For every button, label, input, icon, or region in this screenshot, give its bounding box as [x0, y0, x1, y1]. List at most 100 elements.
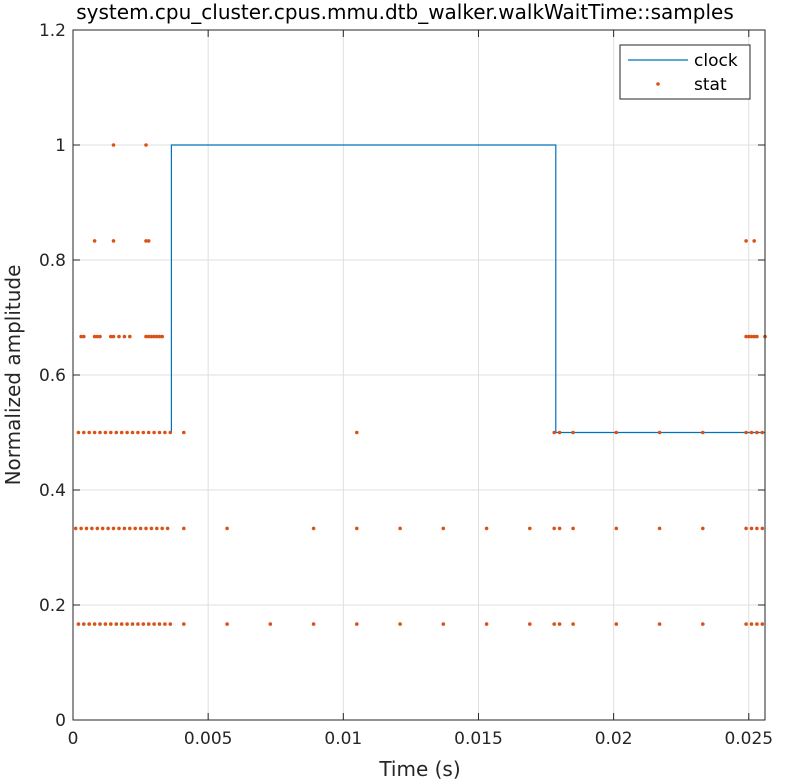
stat-point	[128, 526, 132, 531]
stat-point	[614, 622, 619, 626]
stat-point	[106, 526, 110, 531]
stat-point	[130, 622, 135, 626]
y-tick-label: 1	[55, 136, 66, 156]
stat-point	[701, 430, 705, 435]
stat-point	[100, 526, 105, 531]
stat-point	[157, 430, 162, 435]
stat-point	[144, 334, 148, 339]
stat-point	[119, 622, 124, 626]
stat-point	[146, 334, 151, 339]
stat-point	[701, 622, 705, 626]
y-tick-label: 0	[55, 711, 66, 731]
y-tick-label: 0.8	[39, 251, 66, 271]
stat-point	[128, 334, 132, 339]
stat-point	[225, 622, 229, 626]
stat-point	[119, 430, 124, 435]
stat-point	[138, 526, 143, 531]
stat-point	[163, 622, 167, 626]
legend: clock stat	[619, 44, 751, 100]
stat-point	[744, 239, 748, 243]
stat-point	[441, 622, 446, 626]
stat-point	[152, 334, 156, 339]
stat-point	[146, 622, 151, 626]
stat-point	[752, 239, 756, 243]
stat-point	[557, 430, 562, 435]
stat-point	[398, 526, 402, 531]
stat-point	[149, 526, 154, 531]
stat-point	[168, 430, 173, 435]
stat-point	[744, 334, 748, 339]
stat-point	[141, 430, 146, 435]
stat-point	[760, 526, 765, 531]
stat-point	[155, 334, 159, 339]
stat-point	[157, 334, 162, 339]
stat-point	[125, 430, 129, 435]
stat-point	[122, 334, 127, 339]
stat-point	[122, 526, 127, 531]
stat-point	[103, 622, 108, 626]
stat-point	[95, 526, 100, 531]
stat-point	[355, 430, 359, 435]
stat-point	[701, 526, 705, 531]
stat-point	[571, 526, 575, 531]
stat-point	[84, 526, 89, 531]
stat-point	[311, 526, 316, 531]
stat-point	[136, 622, 140, 626]
stat-point	[528, 622, 532, 626]
stat-point	[130, 430, 135, 435]
stat-point	[103, 430, 108, 435]
y-tick-label: 0.2	[39, 596, 66, 616]
stat-point	[755, 430, 759, 435]
y-axis-label: Normalized amplitude	[1, 265, 25, 486]
stat-point	[87, 430, 91, 435]
stat-point	[87, 622, 91, 626]
stat-point	[92, 239, 97, 243]
stat-point	[149, 334, 154, 339]
stat-point	[311, 622, 316, 626]
stat-point	[157, 622, 162, 626]
stat-point	[749, 430, 754, 435]
stat-point	[552, 622, 556, 626]
stat-point	[752, 334, 756, 339]
stat-point	[152, 430, 156, 435]
stat-point	[657, 622, 662, 626]
stat-point	[571, 430, 575, 435]
stat-point	[146, 239, 151, 243]
stat-point	[749, 334, 754, 339]
stat-point	[111, 239, 116, 243]
x-axis-label: Time (s)	[378, 757, 460, 781]
stat-point	[82, 334, 86, 339]
stat-point	[355, 526, 359, 531]
stat-point	[168, 622, 173, 626]
stat-point	[82, 622, 86, 626]
stat-point	[268, 622, 273, 626]
stat-point	[528, 526, 532, 531]
stat-point	[76, 622, 81, 626]
stat-point	[82, 430, 86, 435]
stat-point	[146, 430, 151, 435]
x-tick-label: 0.015	[454, 729, 503, 749]
x-tick-label: 0.025	[724, 729, 773, 749]
series-stat	[73, 143, 767, 626]
stat-point	[744, 622, 748, 626]
legend-stat-swatch	[656, 82, 660, 86]
stat-point	[571, 622, 575, 626]
stat-point	[760, 622, 765, 626]
stat-point	[552, 430, 556, 435]
stat-point	[144, 239, 148, 243]
stat-point	[114, 622, 119, 626]
legend-box	[619, 44, 751, 100]
stat-point	[160, 334, 164, 339]
stat-point	[144, 526, 148, 531]
stat-point	[225, 526, 229, 531]
stat-point	[614, 526, 619, 531]
stat-point	[755, 334, 759, 339]
clock-line	[170, 144, 765, 434]
stat-point	[398, 622, 402, 626]
stat-point	[160, 526, 164, 531]
stat-point	[155, 526, 159, 531]
stat-point	[111, 526, 116, 531]
stat-point	[111, 143, 116, 147]
stat-point	[95, 334, 100, 339]
